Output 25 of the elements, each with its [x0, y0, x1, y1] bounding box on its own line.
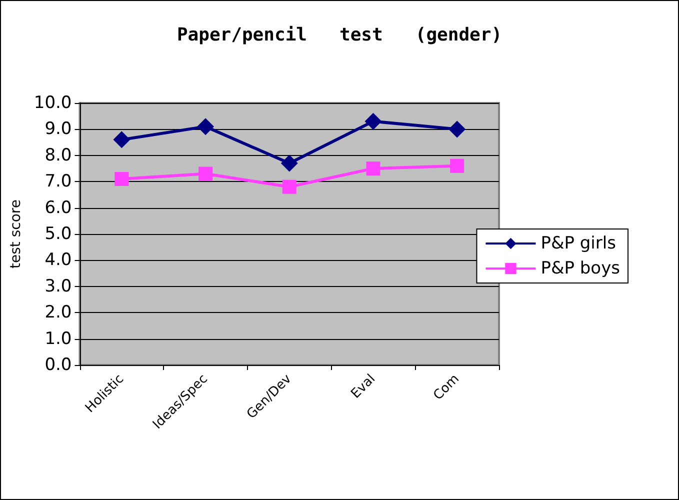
point: [366, 162, 380, 176]
y-tick-label: 1.0: [44, 328, 72, 349]
point: [113, 131, 130, 148]
point: [282, 180, 296, 194]
legend-label: P&P boys: [540, 258, 620, 278]
point: [450, 158, 464, 173]
y-tick-label: 5.0: [44, 224, 72, 244]
y-tick-label: 7.0: [44, 172, 72, 192]
y-tick-label: 10.0: [34, 93, 72, 113]
chart-title: Paper/pencil test (gender): [176, 24, 502, 46]
point: [448, 120, 466, 138]
point: [197, 118, 214, 136]
point: [198, 166, 213, 181]
y-tick-label: 3.0: [44, 276, 72, 296]
point: [280, 154, 298, 172]
y-tick-label: 4.0: [44, 250, 72, 270]
legend-label: P&P girls: [540, 234, 616, 254]
y-axis-title: test score: [8, 200, 24, 268]
y-tick-label: 6.0: [44, 198, 72, 218]
y-tick-label: 0.0: [44, 355, 72, 375]
point: [114, 172, 129, 186]
point: [364, 112, 382, 130]
y-tick-label: 8.0: [44, 145, 72, 166]
y-tick-label: 9.0: [44, 119, 72, 140]
y-tick-label: 2.0: [44, 302, 72, 323]
